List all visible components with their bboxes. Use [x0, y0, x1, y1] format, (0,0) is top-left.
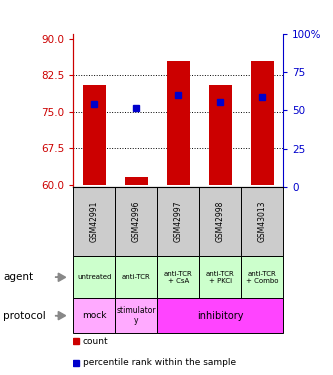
Text: anti-TCR
+ Combo: anti-TCR + Combo	[246, 271, 278, 284]
Bar	[115, 256, 157, 298]
Text: percentile rank within the sample: percentile rank within the sample	[83, 358, 236, 367]
Text: GSM43013: GSM43013	[257, 201, 267, 242]
Text: mock: mock	[82, 311, 107, 320]
Bar	[157, 298, 283, 333]
Bar	[83, 85, 106, 185]
Text: inhibitory: inhibitory	[197, 310, 243, 321]
Bar	[208, 85, 232, 185]
Bar	[73, 298, 115, 333]
Bar	[115, 298, 157, 333]
Bar	[157, 256, 199, 298]
Bar	[157, 187, 199, 256]
Bar	[125, 177, 148, 185]
Bar	[73, 256, 115, 298]
Bar	[115, 187, 157, 256]
Bar	[241, 256, 283, 298]
Text: GSM42998: GSM42998	[215, 201, 225, 242]
Bar	[199, 256, 241, 298]
Bar	[250, 60, 274, 185]
Text: anti-TCR
+ CsA: anti-TCR + CsA	[164, 271, 192, 284]
Bar	[73, 187, 115, 256]
Bar	[241, 187, 283, 256]
Text: GSM42997: GSM42997	[173, 201, 183, 242]
Text: agent: agent	[3, 272, 33, 282]
Bar	[166, 60, 190, 185]
Text: GSM42991: GSM42991	[90, 201, 99, 242]
Text: GSM42996: GSM42996	[132, 201, 141, 242]
Text: protocol: protocol	[3, 310, 46, 321]
Text: anti-TCR
+ PKCi: anti-TCR + PKCi	[206, 271, 234, 284]
Text: stimulator
y: stimulator y	[117, 306, 156, 326]
Text: count: count	[83, 337, 108, 346]
Text: anti-TCR: anti-TCR	[122, 274, 151, 280]
Text: untreated: untreated	[77, 274, 112, 280]
Bar	[199, 187, 241, 256]
